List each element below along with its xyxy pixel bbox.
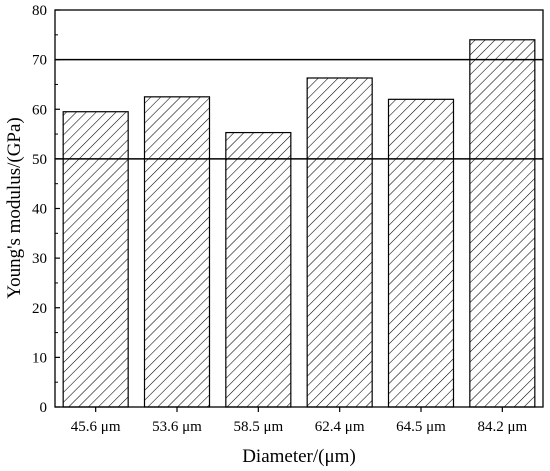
y-tick-label: 70 <box>32 53 47 69</box>
x-tick-label: 45.6 μm <box>71 419 121 435</box>
bar-6 <box>469 39 536 408</box>
y-tick-label: 20 <box>32 301 47 317</box>
x-tick-label: 84.2 μm <box>477 419 527 435</box>
bar-2 <box>143 96 211 408</box>
y-axis-ticks: 0 10 20 30 40 50 60 70 80 <box>32 3 60 416</box>
y-tick-label: 50 <box>32 152 47 168</box>
y-axis-title: Young's modulus/(GPa) <box>4 117 25 299</box>
y-tick-label: 10 <box>32 350 47 366</box>
x-axis-ticks: 45.6 μm 53.6 μm 58.5 μm 62.4 μm 64.5 μm 84.2 … <box>71 407 528 435</box>
x-axis-title: Diameter/(μm) <box>242 446 356 467</box>
x-tick-label: 64.5 μm <box>396 419 446 435</box>
x-tick-label: 53.6 μm <box>152 419 202 435</box>
reference-lines <box>55 58 543 160</box>
y-tick-label: 40 <box>32 202 47 218</box>
bar-1 <box>62 111 129 408</box>
y-tick-label: 30 <box>32 251 47 267</box>
x-tick-label: 58.5 μm <box>233 419 283 435</box>
y-tick-label: 60 <box>32 102 47 118</box>
y-tick-label: 0 <box>40 400 48 416</box>
bar-4 <box>306 77 373 408</box>
y-tick-label: 80 <box>32 3 47 19</box>
bar-5 <box>387 98 455 408</box>
bars-layer <box>62 39 536 408</box>
x-tick-label: 62.4 μm <box>315 419 365 435</box>
bar-3 <box>225 131 292 408</box>
